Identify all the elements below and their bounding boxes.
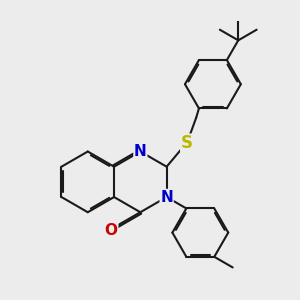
Text: N: N — [134, 144, 147, 159]
Text: O: O — [105, 223, 118, 238]
Text: S: S — [181, 134, 193, 152]
Text: N: N — [160, 190, 173, 205]
